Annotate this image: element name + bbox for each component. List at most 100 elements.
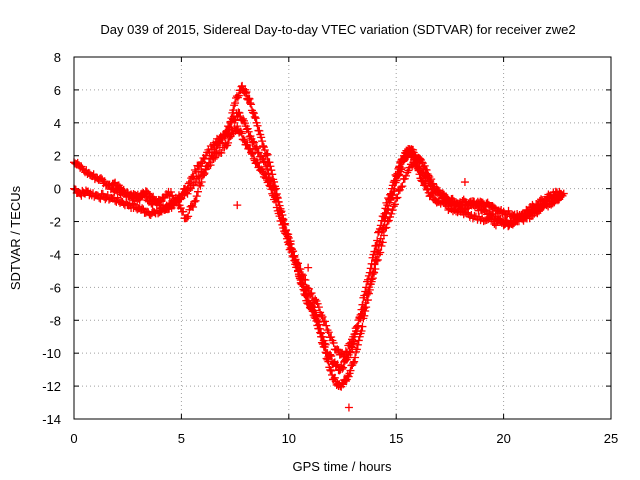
data-point [234,91,243,100]
data-point [416,154,425,163]
data-point [224,138,233,147]
data-point [393,169,402,178]
data-point [253,121,262,130]
data-point [367,259,376,268]
data-point [265,174,274,183]
data-point [259,141,268,150]
data-point [197,177,206,186]
data-point [322,321,331,330]
x-axis-label: GPS time / hours [293,459,392,474]
data-point [343,371,352,380]
data-point [243,140,252,149]
data-point [333,345,342,354]
data-point [346,338,355,347]
data-point [372,256,381,265]
data-point [244,127,253,136]
data-point [255,126,264,135]
data-point [192,192,201,201]
data-point [191,196,200,205]
data-point [326,365,335,374]
y-tick-label: 6 [54,83,61,98]
data-point [389,178,398,187]
chart-title: Day 039 of 2015, Sidereal Day-to-day VTE… [100,22,575,37]
data-point [264,169,273,178]
data-point [263,150,272,159]
data-point [376,248,385,257]
data-point [179,207,188,216]
data-point [294,259,303,268]
data-point [339,363,348,372]
data-point [376,221,385,230]
y-tick-label: 8 [54,50,61,65]
data-point [387,209,396,218]
data-point [301,291,310,300]
y-tick-label: -8 [49,313,61,328]
data-point [541,196,550,205]
data-point [242,88,251,97]
data-point [184,212,193,221]
data-point [200,170,209,179]
data-point [388,206,397,215]
data-point [377,216,386,225]
data-point [183,184,192,193]
data-point [307,289,316,298]
y-tick-label: 2 [54,149,61,164]
data-point [260,170,269,179]
axis-ticks: 0 5 10 15 20 25 -14 -12 -10 -8 -6 -4 -2 0 2 4 6 8 [42,50,618,446]
data-point [279,216,288,225]
data-point [504,206,513,215]
data-point [344,403,353,412]
data-point [366,280,375,289]
data-point [350,357,359,366]
data-point [304,263,313,272]
data-point [192,167,201,176]
data-point [343,348,352,357]
data-point [275,206,284,215]
data-point [363,287,372,296]
data-point [338,364,347,373]
data-point [251,142,260,151]
data-point [349,359,358,368]
data-point [296,278,305,287]
data-point [254,148,263,157]
data-point [205,158,214,167]
data-point [397,183,406,192]
data-point [251,114,260,123]
data-point [197,159,206,168]
data-point [253,159,262,168]
data-point [268,170,277,179]
data-point [247,150,256,159]
data-point [348,361,357,370]
data-point [316,324,325,333]
data-point [534,201,543,210]
data-point [361,298,370,307]
data-point [270,185,279,194]
data-point [378,238,387,247]
data-point [273,193,282,202]
data-point [233,201,242,210]
data-point [189,202,198,211]
data-point [182,186,191,195]
data-point [247,100,256,109]
plot-frame [73,56,612,420]
data-point [421,172,430,181]
x-tick-label: 20 [496,431,510,446]
data-point [329,375,338,384]
data-point [351,353,360,362]
data-point [320,339,329,348]
data-point [305,284,314,293]
data-point [278,214,287,223]
data-point [250,138,259,147]
data-point [324,328,333,337]
data-point [426,181,435,190]
data-point [370,268,379,277]
data-point [386,190,395,199]
data-point [240,136,249,145]
data-point [284,230,293,239]
data-point [233,122,242,131]
data-point [346,366,355,375]
data-point [390,200,399,209]
data-point [371,264,380,273]
data-point [357,309,366,318]
data-point [296,265,305,274]
